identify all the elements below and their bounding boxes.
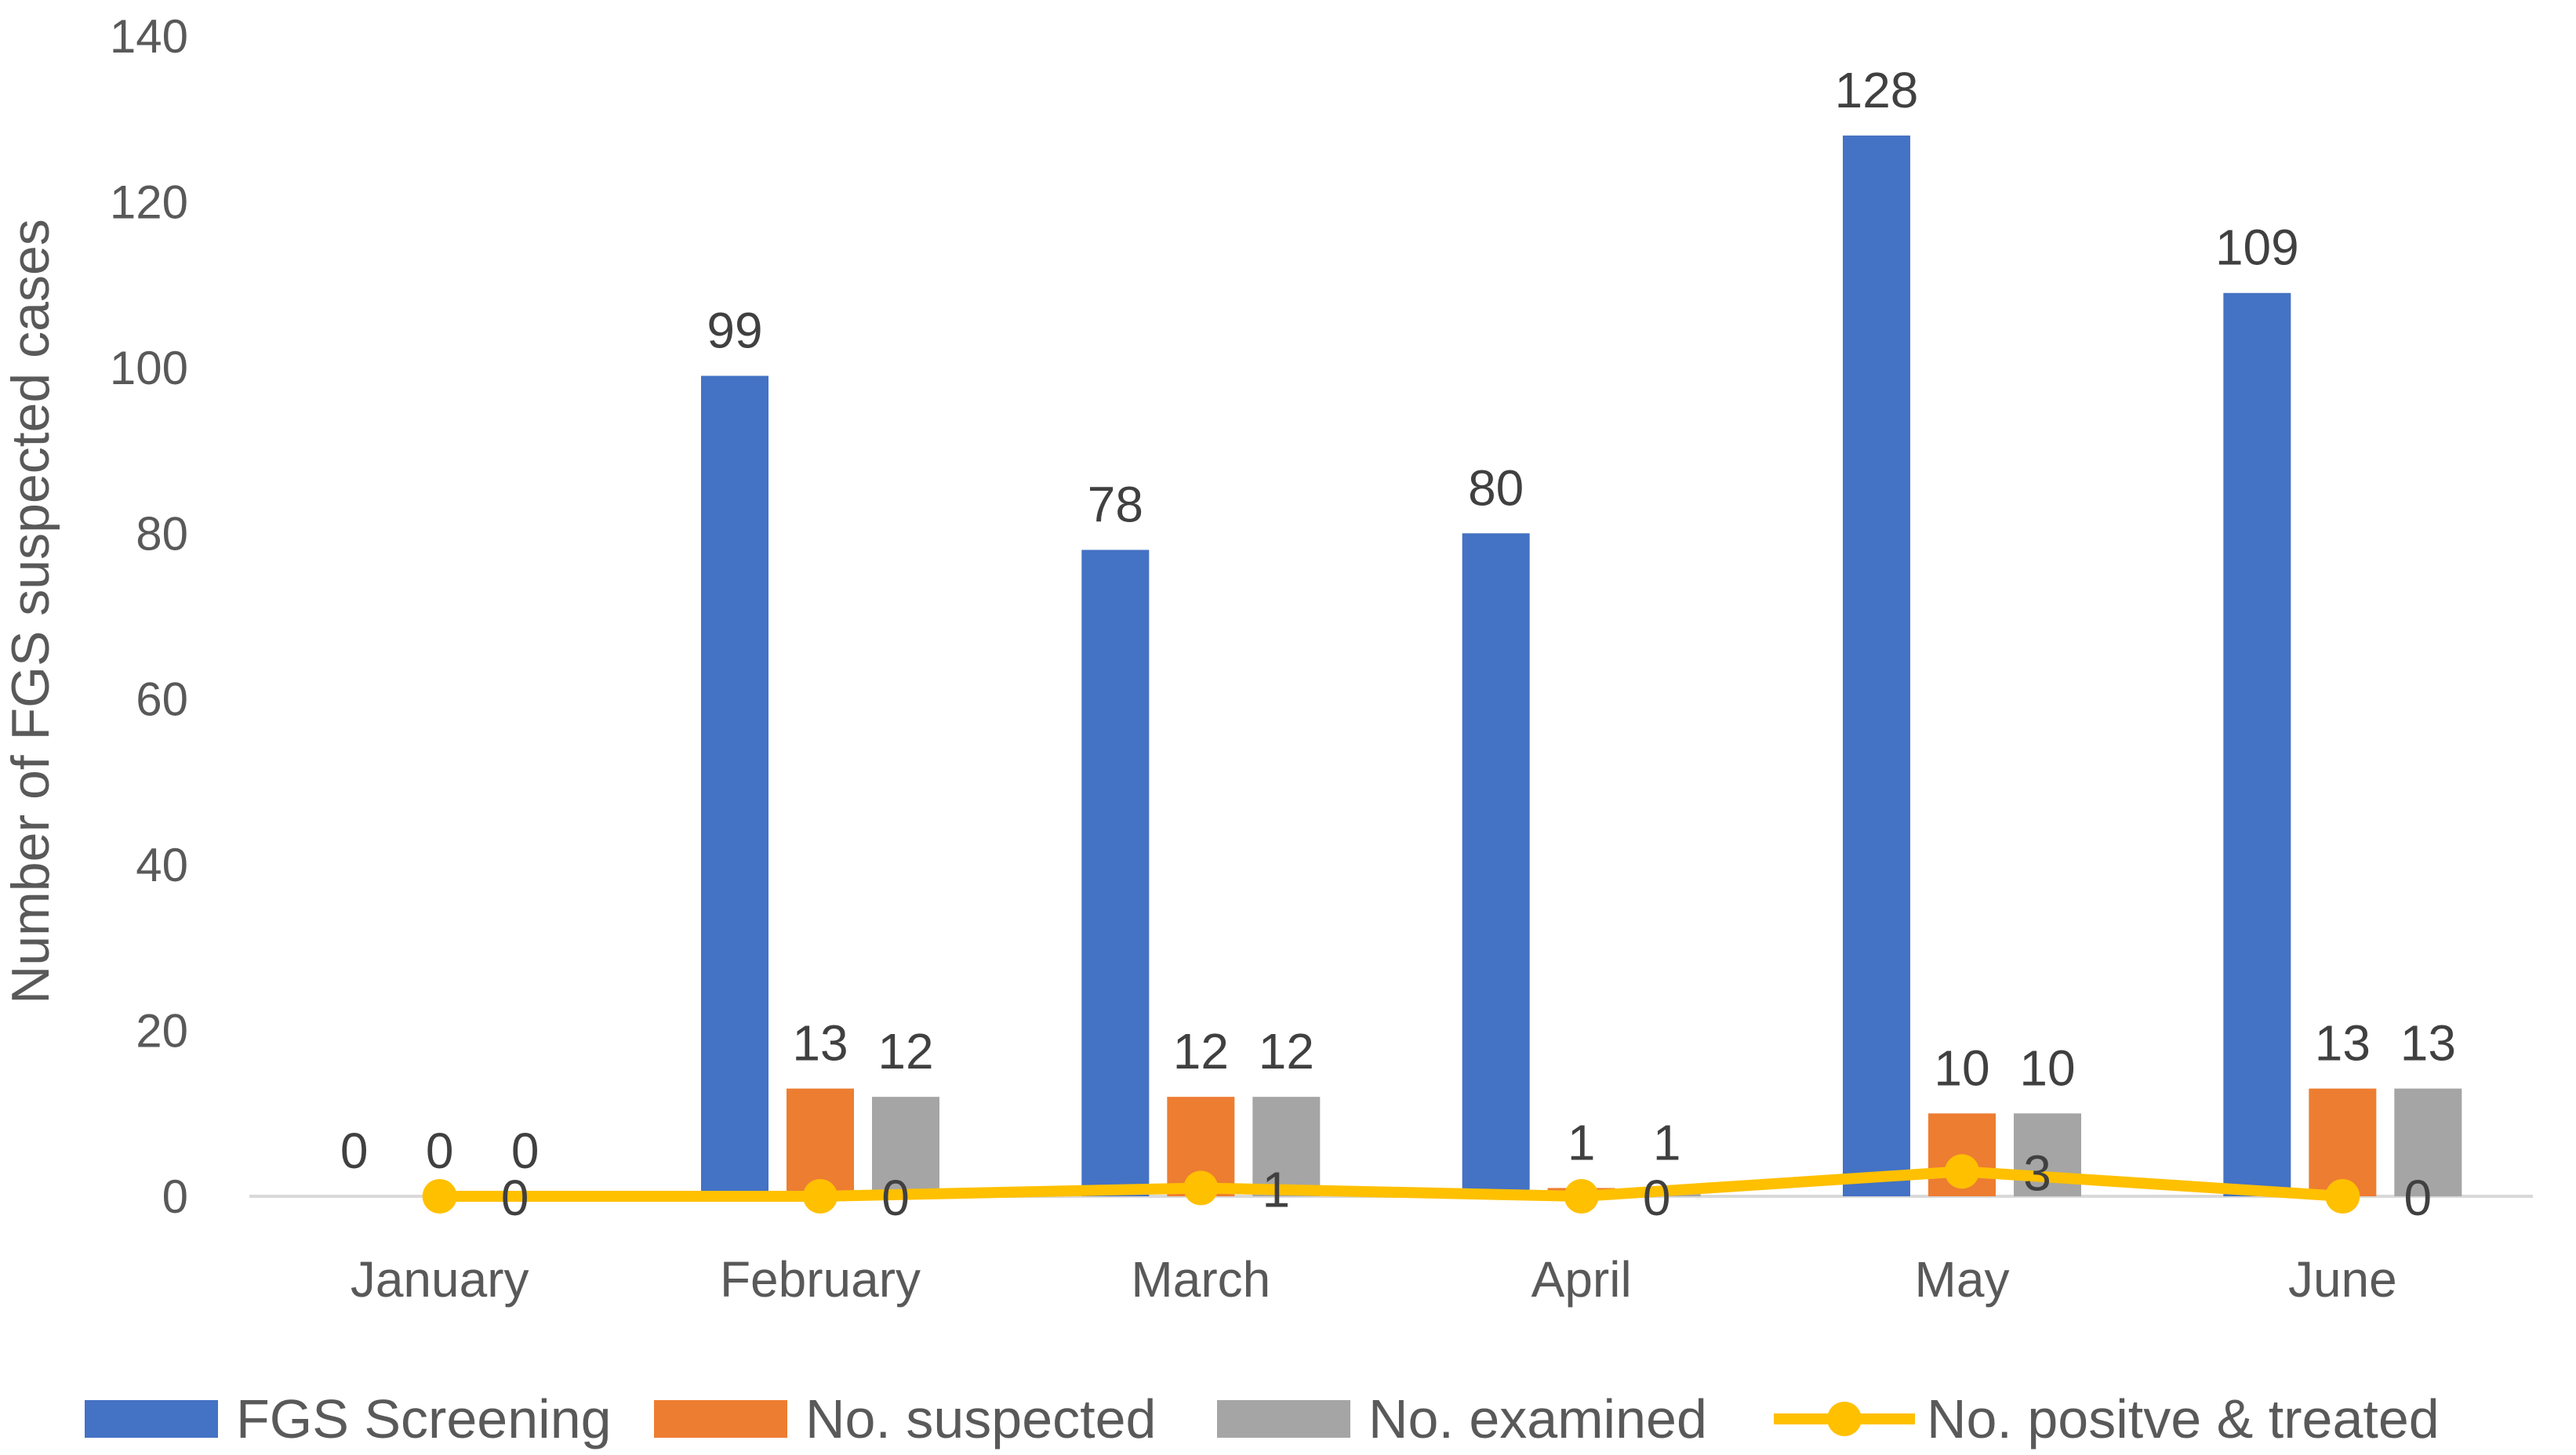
bar-data-label: 1	[1568, 1114, 1596, 1170]
bar-data-label: 13	[2315, 1015, 2371, 1072]
line-series	[422, 1154, 2360, 1214]
bar-series	[701, 135, 2462, 1196]
bar-data-label: 0	[511, 1123, 540, 1179]
bar	[1462, 533, 1530, 1196]
bar-data-labels: 0 99 78 80 128 109 0 13 12 1 10 13 0 12 12 1 10 13	[340, 62, 2456, 1179]
bar-data-label: 12	[1173, 1023, 1229, 1079]
y-axis-ticks: 0 20 40 60 80 100 120 140	[110, 10, 188, 1223]
bar	[872, 1097, 939, 1196]
legend: FGS Screening No. suspected No. examined No…	[85, 1388, 2440, 1450]
bar-data-label: 12	[877, 1023, 933, 1079]
y-tick-label: 40	[136, 839, 188, 891]
bar-data-label: 99	[707, 302, 762, 358]
bar-data-label: 10	[2019, 1040, 2075, 1096]
legend-label: No. examined	[1368, 1388, 1707, 1450]
legend-swatch	[654, 1400, 787, 1438]
line-point	[422, 1179, 457, 1214]
bar	[2394, 1088, 2462, 1196]
legend-label: No. suspected	[805, 1388, 1156, 1450]
bar	[2309, 1088, 2377, 1196]
line-data-label: 0	[1643, 1170, 1671, 1226]
bar-data-label: 0	[426, 1123, 454, 1179]
legend-label: No. positve & treated	[1927, 1388, 2440, 1450]
bar	[2223, 292, 2291, 1196]
line-point	[803, 1179, 837, 1214]
bar-data-label: 1	[1653, 1114, 1681, 1170]
bar	[787, 1088, 854, 1196]
bar	[1843, 135, 1910, 1196]
legend-marker	[1827, 1402, 1862, 1436]
line-data-label: 0	[501, 1170, 529, 1226]
bar-data-label: 0	[340, 1123, 369, 1179]
bar-data-label: 109	[2215, 220, 2299, 276]
x-tick-label: February	[720, 1251, 921, 1308]
legend-label: FGS Screening	[236, 1388, 612, 1450]
bar-data-label: 128	[1835, 62, 1919, 118]
x-axis-labels: January February March April May June	[351, 1251, 2397, 1308]
bar-data-label: 12	[1259, 1023, 1314, 1079]
x-tick-label: March	[1131, 1251, 1270, 1308]
legend-swatch	[1217, 1400, 1350, 1438]
line-data-labels: 0 0 1 0 3 0	[501, 1145, 2432, 1226]
bar-data-label: 80	[1468, 459, 1524, 516]
x-tick-label: May	[1915, 1251, 2010, 1308]
y-tick-label: 0	[162, 1170, 188, 1223]
line-data-label: 3	[2023, 1145, 2051, 1201]
line-point	[2325, 1179, 2360, 1214]
line-point	[1945, 1154, 1979, 1189]
legend-swatch	[85, 1400, 218, 1438]
bar-data-label: 78	[1088, 476, 1143, 532]
y-tick-label: 120	[110, 176, 188, 228]
x-tick-label: January	[351, 1251, 529, 1308]
line-point	[1564, 1179, 1599, 1214]
line-data-label: 0	[881, 1170, 910, 1226]
x-tick-label: April	[1531, 1251, 1632, 1308]
line-data-label: 0	[2404, 1170, 2432, 1226]
bar-data-label: 13	[792, 1015, 848, 1072]
line-path	[434, 1166, 2349, 1202]
y-tick-label: 100	[110, 342, 188, 394]
y-tick-label: 20	[136, 1005, 188, 1058]
y-tick-label: 80	[136, 507, 188, 560]
bar	[701, 376, 768, 1196]
line-data-label: 1	[1263, 1161, 1291, 1217]
y-tick-label: 140	[110, 10, 188, 63]
bar-data-label: 13	[2400, 1015, 2456, 1072]
y-tick-label: 60	[136, 673, 188, 726]
x-tick-label: June	[2288, 1251, 2397, 1308]
bar-data-label: 10	[1934, 1040, 1989, 1096]
bar	[1252, 1097, 1321, 1196]
y-axis-title: Number of FGS suspected cases	[1, 219, 60, 1004]
line-point	[1183, 1170, 1219, 1206]
bar	[1081, 550, 1150, 1196]
